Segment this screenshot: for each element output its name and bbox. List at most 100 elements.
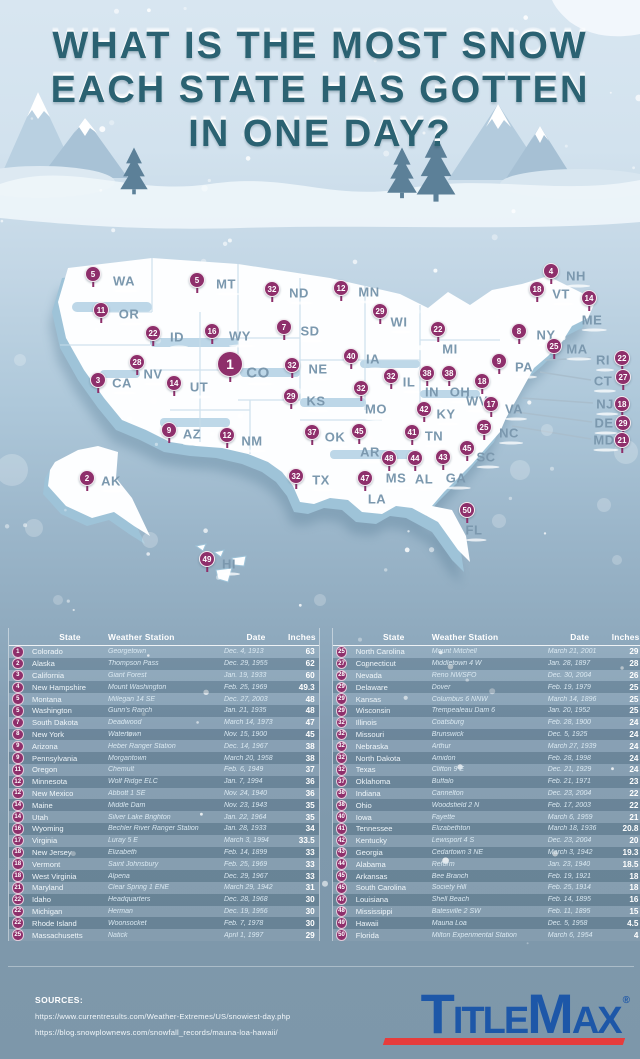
state-cell: Illinois: [355, 718, 377, 728]
station-cell: Clear Spring 1 ENE: [108, 884, 170, 892]
badge-pin-stick: [291, 372, 293, 378]
date-cell: Dec. 28, 1968: [224, 896, 268, 904]
inches-cell: 19.3: [622, 847, 639, 857]
source-link-2[interactable]: https://blog.snowplownews.com/snowfall_r…: [35, 1028, 278, 1037]
station-cell: Elizabeth: [108, 848, 137, 856]
map-rank-badge: 40: [343, 348, 359, 364]
rank-badge: 32: [335, 752, 348, 764]
table-row: 14 Utah Silver Lake Brighton Jan. 22, 1964 3…: [9, 811, 319, 823]
table-row: 4 New Hampshire Mount Washington Feb. 25, 1…: [9, 681, 319, 694]
date-cell: Jan. 21, 1935: [224, 707, 267, 715]
station-cell: Headquarters: [108, 896, 151, 904]
badge-pin-stick: [426, 380, 428, 386]
inches-cell: 18: [629, 871, 639, 881]
inches-cell: 34: [305, 824, 315, 834]
inches-cell: 29: [305, 930, 315, 940]
badge-pin-stick: [100, 317, 102, 323]
map-state-label: RI: [596, 352, 614, 372]
inches-cell: 35: [305, 812, 315, 822]
inches-cell: 18: [629, 883, 639, 893]
map-state-label: IA: [366, 351, 384, 371]
map-rank-badge: 5: [189, 272, 205, 288]
inches-cell: 62: [305, 659, 315, 669]
map-state-label: VT: [552, 286, 574, 306]
map-rank-badge: 32: [353, 380, 369, 396]
station-cell: Saint Johnsbury: [108, 860, 159, 868]
map-rank-badge: 4: [543, 263, 559, 279]
map-rank-badge: 25: [546, 338, 562, 354]
map-rank-badge: 21: [614, 432, 630, 448]
map-rank-badge: 38: [441, 365, 457, 381]
map-rank-badge: 18: [529, 281, 545, 297]
station-cell: Watertown: [108, 730, 142, 738]
map-state-label: NJ: [596, 396, 618, 416]
inches-cell: 22: [629, 788, 639, 798]
badge-pin-stick: [360, 395, 362, 401]
map-rank-badge: 14: [166, 375, 182, 391]
state-cell: Maryland: [32, 883, 64, 893]
inches-cell: 24: [629, 765, 639, 775]
rank-badge: 22: [12, 893, 24, 906]
badge-pin-stick: [414, 465, 416, 471]
date-cell: Feb. 14, 1895: [547, 896, 591, 904]
snow-drift-band: [0, 175, 640, 229]
table-row: 38 Ohio Woodsfield 2 N Feb. 17, 2003 22: [332, 799, 640, 812]
inches-cell: 25: [629, 694, 639, 704]
rank-badge: 29: [335, 681, 348, 694]
date-cell: Feb. 25, 1969: [224, 860, 268, 868]
state-cell: Massachusetts: [32, 930, 83, 940]
table-row: 41 Tennessee Elizabethton March 18, 1936 20.…: [332, 822, 640, 835]
date-cell: Jan. 28, 1897: [547, 660, 591, 668]
inches-cell: 30: [305, 906, 315, 916]
rank-badge: 16: [12, 823, 24, 835]
badge-pin-stick: [350, 363, 352, 369]
inches-cell: 48: [305, 706, 315, 716]
station-cell: Lewisport 4 S: [431, 837, 475, 845]
inches-cell: 24: [629, 753, 639, 763]
date-cell: April 1, 1997: [224, 931, 264, 939]
map-state-label: MT: [216, 276, 240, 296]
east-callout-lines: [511, 357, 594, 440]
page-title: WHAT IS THE MOST SNOW EACH STATE HAS GOT…: [0, 24, 640, 156]
station-cell: Abbott 1 SE: [108, 789, 146, 797]
map-rank-badge: 17: [483, 396, 499, 412]
station-cell: Gunn's Ranch: [108, 707, 153, 715]
date-cell: Dec. 27, 2003: [224, 695, 268, 703]
badge-pin-stick: [290, 403, 292, 409]
state-cell: Washington: [32, 706, 72, 716]
inches-cell: 25: [629, 682, 639, 692]
badge-pin-stick: [271, 296, 273, 302]
map-rank-badge: 45: [351, 423, 367, 439]
rank-badge: 47: [335, 893, 348, 906]
map-rank-badge: 5: [85, 266, 101, 282]
rank-badge: 37: [335, 775, 348, 788]
date-cell: Feb. 7, 1978: [224, 919, 264, 927]
station-cell: Giant Forest: [108, 671, 147, 679]
header-weather-station: Weather Station: [108, 631, 175, 642]
badge-pin-stick: [483, 434, 485, 440]
map-state-label: OH: [449, 384, 474, 404]
state-cell: New York: [32, 729, 65, 739]
table-row: 43 Georgia Cedartown 3 NE March 3, 1942 19.3: [332, 846, 640, 859]
state-cell: Colorado: [32, 647, 63, 657]
map-rank-badge: 18: [614, 396, 630, 412]
inches-cell: 30: [305, 895, 315, 905]
map-state-label: OK: [324, 429, 349, 449]
date-cell: March 27, 1939: [547, 742, 597, 750]
source-link-1[interactable]: https://www.currentresults.com/Weather-E…: [35, 1012, 291, 1021]
inches-cell: 18.5: [622, 859, 639, 869]
state-cell: Florida: [355, 930, 379, 940]
rank-badge: 8: [12, 728, 24, 741]
title-line-1: WHAT IS THE MOST SNOW: [52, 25, 588, 67]
table-row: 8 New York Watertown Nov. 15, 1900 45: [9, 728, 319, 741]
map-state-label: FL: [465, 522, 487, 542]
badge-pin-stick: [423, 416, 425, 422]
rank-badge: 28: [335, 669, 348, 682]
state-cell: Mississippi: [355, 906, 393, 916]
map-rank-badge: 1: [217, 351, 243, 377]
badge-pin-stick: [311, 439, 313, 445]
map-overlay: 5 WA 5 MT 32 ND 12 MN 11 OR 22 ID 16 WY 7 SD 29 WI 22 MI 8 NY…: [79, 263, 631, 572]
date-cell: Dec. 23, 2004: [547, 837, 592, 845]
inches-cell: 20: [629, 836, 639, 846]
rank-badge: 38: [335, 787, 348, 800]
